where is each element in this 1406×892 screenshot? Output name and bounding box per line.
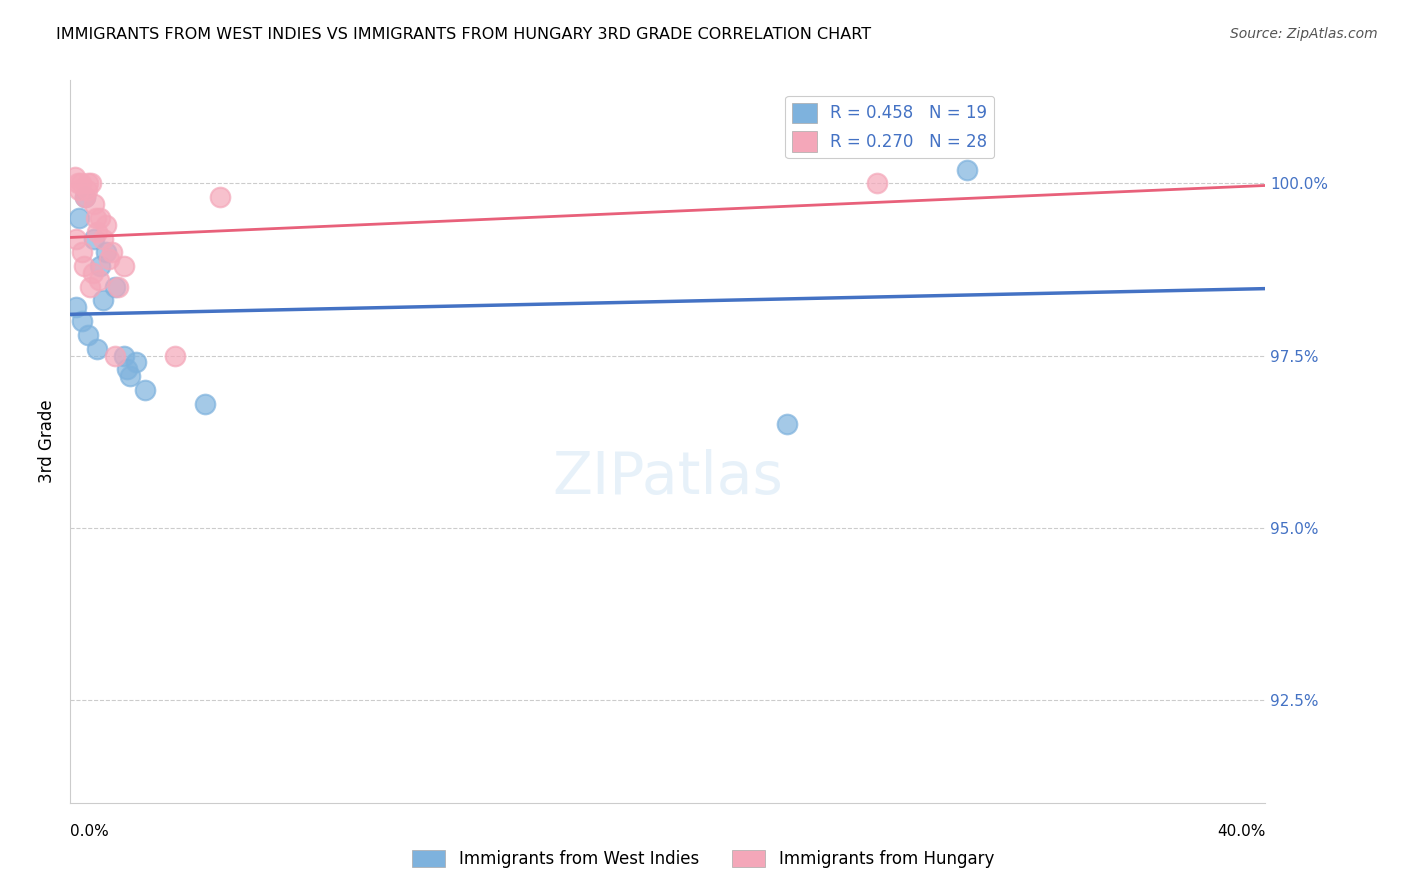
Point (69, 177, 91, 191)
Point (83, 197, 105, 211)
Point (96, 218, 117, 232)
Point (98, 252, 121, 267)
Text: IMMIGRANTS FROM WEST INDIES VS IMMIGRANTS FROM HUNGARY 3RD GRADE CORRELATION CHA: IMMIGRANTS FROM WEST INDIES VS IMMIGRANT… (56, 27, 872, 42)
Point (86, 342, 108, 356)
Y-axis label: 3rd Grade: 3rd Grade (38, 400, 56, 483)
Point (120, 369, 141, 384)
Point (776, 417, 799, 432)
Point (67, 183, 90, 197)
Point (125, 355, 148, 369)
Point (96, 245, 117, 260)
Point (82, 266, 104, 280)
Point (91, 231, 114, 245)
Point (956, 162, 979, 177)
Text: 40.0%: 40.0% (1218, 824, 1265, 839)
Point (84, 211, 107, 225)
Point (87, 273, 110, 287)
Point (91, 293, 114, 308)
Legend: Immigrants from West Indies, Immigrants from Hungary: Immigrants from West Indies, Immigrants … (405, 843, 1001, 875)
Point (83, 231, 105, 245)
Point (65, 301, 87, 315)
Point (70, 314, 93, 328)
Point (134, 383, 156, 397)
Point (112, 259, 135, 273)
Point (73, 259, 96, 273)
Point (194, 397, 217, 411)
Point (163, 349, 186, 363)
Point (112, 349, 135, 363)
Point (866, 177, 889, 191)
Point (75, 190, 97, 204)
Point (79, 279, 101, 293)
Text: Source: ZipAtlas.com: Source: ZipAtlas.com (1230, 27, 1378, 41)
Point (104, 279, 127, 293)
Point (65, 231, 87, 245)
Point (75, 190, 97, 204)
Legend: R = 0.458   N = 19, R = 0.270   N = 28: R = 0.458 N = 19, R = 0.270 N = 28 (786, 95, 994, 158)
Point (77, 177, 100, 191)
Point (77, 327, 100, 342)
Point (70, 245, 93, 260)
Point (86, 225, 108, 239)
Point (89, 259, 111, 273)
Point (63, 169, 86, 184)
Point (89, 211, 111, 225)
Point (208, 190, 231, 204)
Point (80, 177, 103, 191)
Point (101, 245, 124, 260)
Point (66, 177, 89, 191)
Point (107, 279, 129, 293)
Text: ZIPatlas: ZIPatlas (553, 450, 783, 506)
Point (67, 211, 90, 225)
Point (104, 349, 127, 363)
Point (76, 183, 98, 197)
Point (115, 362, 138, 376)
Text: 0.0%: 0.0% (70, 824, 110, 839)
